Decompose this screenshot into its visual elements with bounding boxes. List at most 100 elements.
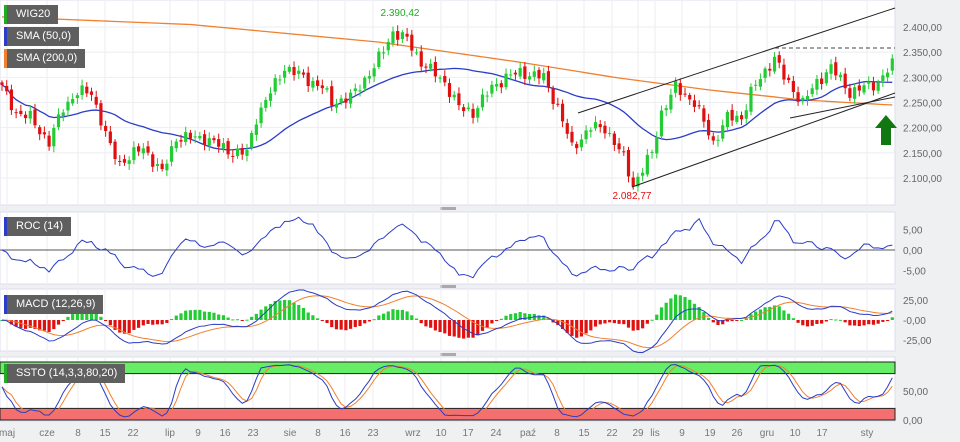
candle [325,88,329,90]
candle [626,149,631,177]
ssto-k-line [1,363,893,418]
candle [433,61,437,77]
candle [320,85,324,89]
candle [452,94,456,98]
macd-histogram-bar [85,308,89,320]
candle [0,82,4,85]
macd-histogram-bar [391,309,395,320]
price-tick-label: 2.150,00 [903,149,942,160]
macd-histogram-bar [264,306,268,320]
macd-histogram-bar [744,318,748,320]
candle [80,85,84,96]
x-tick-label: 22 [127,428,139,439]
candle [749,86,753,112]
macd-histogram-bar [678,295,682,320]
candle [339,98,343,103]
macd-histogram-bar [165,320,169,323]
x-tick-label: 23 [247,428,259,439]
candle [876,82,880,91]
macd-histogram-bar [626,320,631,328]
support-line[interactable] [789,96,896,119]
macd-histogram-bar [292,302,296,320]
macd-histogram-bar [692,303,697,320]
x-tick-label: wrz [404,428,421,439]
up-arrow-icon[interactable] [875,115,897,145]
macd-histogram-bar [721,320,725,325]
legend-sma200[interactable]: SMA (200,0) [4,49,86,68]
candle [509,74,513,76]
macd-histogram-bar [848,320,852,326]
macd-histogram-bar [683,296,687,320]
candle [137,146,141,152]
macd-histogram-bar [254,313,258,320]
macd-histogram-bar [499,318,503,320]
candle [688,95,692,100]
x-tick-label: 19 [704,428,716,439]
candle [546,71,551,88]
candle [556,103,560,105]
candle [89,91,94,95]
candle [19,110,23,115]
macd-histogram-bar [636,320,640,331]
macd-histogram-bar [513,313,518,320]
candle [853,87,857,99]
candle [787,77,791,81]
candle [829,64,833,74]
macd-histogram-bar [108,320,112,326]
macd-histogram-bar [245,319,249,321]
panel-resize-handle[interactable] [440,353,456,356]
macd-histogram-bar [815,320,819,324]
macd-histogram-bar [490,320,494,324]
candle [857,85,861,91]
legend-macd[interactable]: MACD (12,26,9) [4,295,104,314]
candle [551,88,555,104]
panel-resize-handle[interactable] [440,207,456,210]
candle [221,143,225,149]
price-tick-label: 2.300,00 [903,73,942,84]
legend-ssto[interactable]: SSTO (14,3,3,80,20) [4,364,126,383]
candle [655,137,659,154]
candle [316,80,320,86]
macd-histogram-bar [617,320,621,324]
candle [631,177,635,187]
channel-lower-line[interactable] [631,92,896,188]
x-tick-label: sty [861,428,874,439]
candle [523,66,527,79]
x-tick-label: 22 [606,428,618,439]
panel-resize-handle[interactable] [440,285,456,288]
candle [118,160,122,162]
macd-histogram-bar [697,307,701,320]
candle [202,134,207,145]
x-tick-label: 8 [75,428,81,439]
ssto-d-line [1,364,893,417]
macd-histogram-bar [523,313,527,320]
legend-roc[interactable]: ROC (14) [4,217,72,236]
channel-upper-line[interactable] [577,7,896,114]
macd-histogram-bar [476,320,480,336]
macd-histogram-bar [560,320,565,330]
macd-histogram-bar [184,310,188,320]
candle [466,107,470,110]
macd-tick-label: 25,00 [903,296,928,307]
macd-histogram-bar [603,320,607,324]
candle [495,84,499,87]
macd-histogram-bar [127,320,131,334]
macd-histogram-bar [410,315,414,320]
candle [151,154,155,167]
x-tick-label: lip [165,428,175,439]
candle [636,176,640,187]
candle [363,77,367,89]
ssto-tick-label: 0,00 [903,416,923,427]
candle [617,143,621,150]
candle [400,32,404,40]
candle [443,76,447,83]
legend-sma50[interactable]: SMA (50,0) [4,27,80,46]
candle [245,149,249,156]
candle [447,83,452,97]
macd-histogram-bar [419,320,423,324]
macd-histogram-bar [429,320,433,328]
candle [104,125,108,131]
legend-wig20[interactable]: WIG20 [4,5,59,24]
candle [429,63,433,69]
